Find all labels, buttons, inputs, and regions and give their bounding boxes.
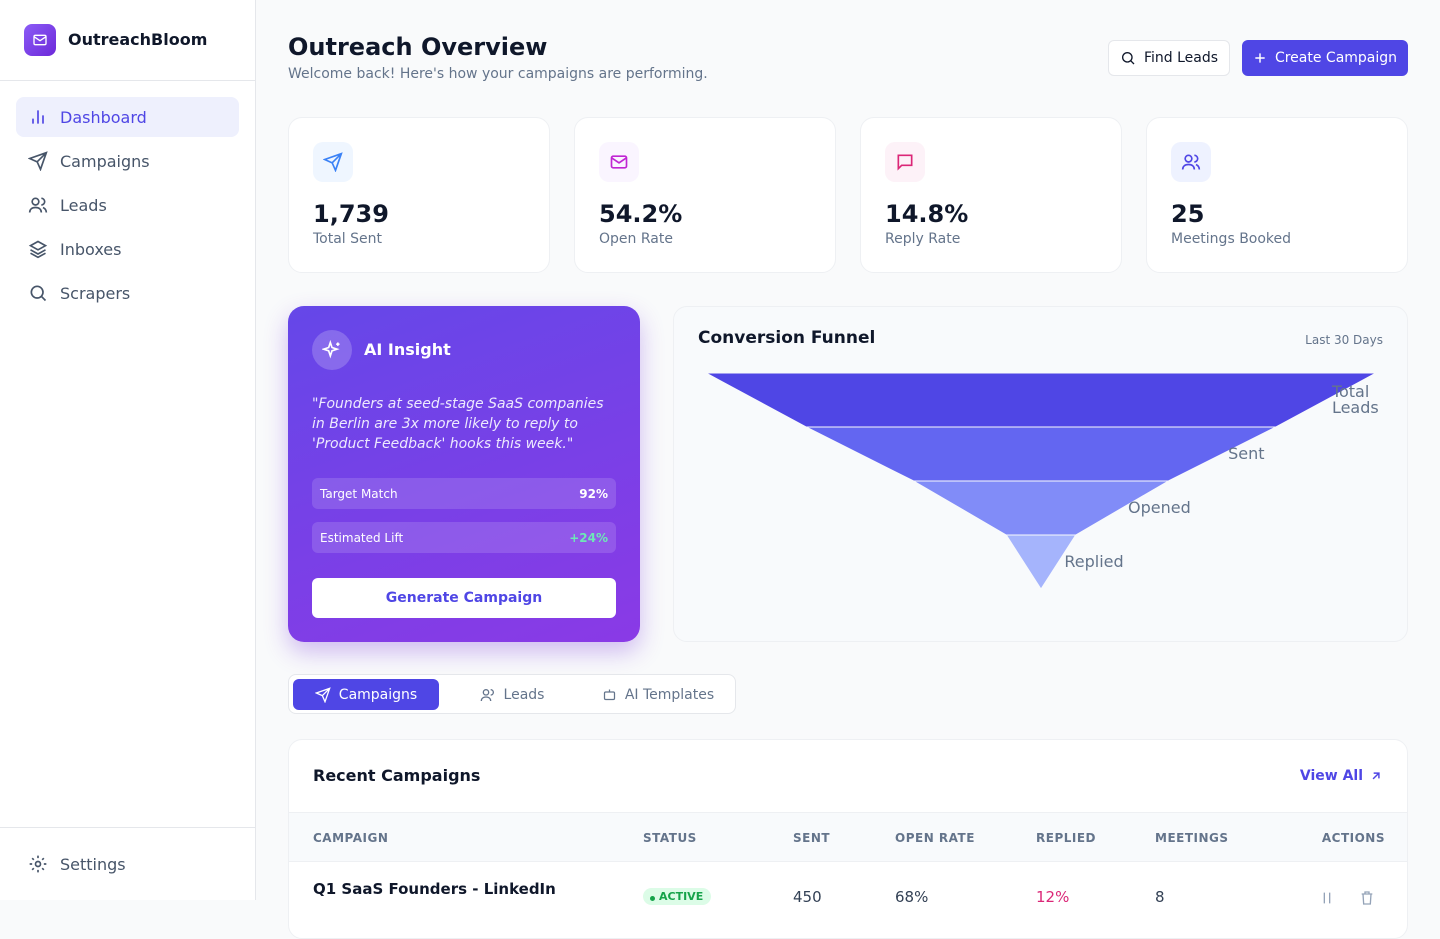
nav-item[interactable]: Settings — [16, 844, 239, 884]
nav-label: Inboxes — [60, 239, 122, 259]
nav-item[interactable]: Dashboard — [16, 97, 239, 137]
stat-icon — [1171, 142, 1211, 182]
funnel-title: Conversion Funnel — [698, 328, 876, 348]
stat-card: 14.8% Reply Rate — [860, 117, 1122, 273]
funnel-stage — [1005, 534, 1077, 590]
pause-icon[interactable] — [1319, 890, 1335, 906]
nav-item[interactable]: Campaigns — [16, 141, 239, 181]
column-header: STATUS — [643, 831, 697, 845]
tab-label: AI Templates — [624, 686, 715, 703]
nav-item[interactable]: Scrapers — [16, 273, 239, 313]
status-dot — [650, 896, 655, 901]
metric-label: Estimated Lift — [320, 530, 404, 545]
nav-item[interactable]: Inboxes — [16, 229, 239, 269]
column-header: ACTIONS — [1321, 831, 1385, 845]
stat-value: 1,739 — [313, 200, 389, 228]
table-title: Recent Campaigns — [313, 766, 481, 785]
stat-label: Meetings Booked — [1171, 231, 1292, 247]
recent-campaigns-card: Recent Campaigns View All CAMPAIGN STATU… — [288, 739, 1408, 939]
stat-label: Reply Rate — [885, 231, 961, 247]
stat-card: 1,739 Total Sent — [288, 117, 550, 273]
stat-icon — [599, 142, 639, 182]
ai-quote: "Founders at seed-stage SaaS companies i… — [312, 396, 604, 452]
funnel-stage — [805, 426, 1277, 482]
nav-label: Settings — [60, 854, 126, 874]
nav-label: Campaigns — [60, 151, 150, 171]
sidebar: OutreachBloom Dashboard Campaigns Leads … — [0, 0, 256, 900]
status-badge: ACTIVE — [643, 888, 712, 905]
ai-icon — [312, 330, 352, 370]
delete-icon[interactable] — [1359, 890, 1375, 906]
stat-value: 25 — [1171, 200, 1205, 228]
funnel-label: Replied — [1064, 552, 1124, 571]
metric-value: 92% — [579, 486, 608, 501]
stat-value: 54.2% — [599, 200, 683, 228]
funnel-label: Total Leads — [1331, 382, 1379, 417]
cell: 450 — [793, 888, 822, 906]
button-label: Generate Campaign — [385, 590, 543, 606]
column-header: OPEN RATE — [895, 831, 975, 845]
create-campaign-button[interactable]: Create Campaign — [1242, 40, 1408, 76]
column-header: MEETINGS — [1155, 831, 1229, 845]
cell: 68% — [895, 888, 929, 906]
stat-card: 54.2% Open Rate — [574, 117, 836, 273]
nav-label: Scrapers — [60, 283, 131, 303]
column-header: SENT — [793, 831, 831, 845]
tab-label: Campaigns — [338, 686, 418, 703]
button-label: Find Leads — [1143, 50, 1219, 66]
ai-title: AI Insight — [364, 340, 451, 359]
brand-logo — [24, 24, 56, 56]
nav-label: Dashboard — [60, 107, 147, 127]
tab-label: Leads — [503, 686, 545, 703]
funnel-stage — [705, 372, 1377, 428]
brand-name: OutreachBloom — [68, 30, 208, 49]
campaign-name: Q1 SaaS Founders - LinkedIn — [313, 880, 556, 898]
ai-insight-card: AI Insight "Founders at seed-stage SaaS … — [288, 306, 640, 642]
stat-icon — [885, 142, 925, 182]
tab[interactable]: Leads — [439, 679, 585, 710]
tab[interactable]: Campaigns — [293, 679, 439, 710]
stat-value: 14.8% — [885, 200, 969, 228]
stat-card: 25 Meetings Booked — [1146, 117, 1408, 273]
funnel-period: Last 30 Days — [1305, 333, 1383, 347]
column-header: REPLIED — [1036, 831, 1097, 845]
page-title: Outreach Overview — [288, 33, 548, 61]
metric-value: +24% — [569, 530, 608, 545]
nav-item[interactable]: Leads — [16, 185, 239, 225]
metric-label: Target Match — [320, 486, 398, 501]
nav-label: Leads — [60, 195, 107, 215]
ai-metric: Estimated Lift +24% — [312, 522, 616, 553]
status-label: ACTIVE — [659, 890, 704, 903]
stat-label: Open Rate — [599, 231, 673, 247]
ai-metric: Target Match 92% — [312, 478, 616, 509]
funnel-label: Sent — [1228, 444, 1265, 463]
funnel-label: Opened — [1128, 498, 1191, 517]
table-row: Q1 SaaS Founders - LinkedIn ACTIVE 450 6… — [289, 862, 1407, 938]
funnel-card: Conversion Funnel Last 30 Days Total Lea… — [673, 306, 1408, 642]
divider — [0, 827, 255, 828]
stat-label: Total Sent — [313, 231, 383, 247]
stat-icon — [313, 142, 353, 182]
cell: 8 — [1155, 888, 1165, 906]
page-subtitle: Welcome back! Here's how your campaigns … — [288, 66, 708, 82]
generate-campaign-button[interactable]: Generate Campaign — [312, 578, 616, 618]
page: OutreachBloom {"sidebar":{"brand":"Outre… — [0, 0, 1408, 939]
link-label: View All — [1299, 768, 1363, 784]
view-all-link[interactable]: View All — [1300, 768, 1383, 784]
dashboard: OutreachBloom Dashboard Campaigns Leads … — [0, 0, 1408, 939]
column-header: CAMPAIGN — [313, 831, 389, 845]
tab-bar: Campaigns Leads AI Templates — [288, 674, 736, 714]
tab[interactable]: AI Templates — [585, 679, 731, 710]
cell: 12% — [1036, 888, 1070, 906]
table-header: CAMPAIGN STATUS SENT OPEN RATE REPLIED M… — [289, 812, 1407, 862]
divider — [0, 80, 255, 81]
button-label: Create Campaign — [1274, 50, 1398, 66]
find-leads-button[interactable]: Find Leads — [1108, 40, 1230, 76]
funnel-chart — [705, 372, 1377, 590]
